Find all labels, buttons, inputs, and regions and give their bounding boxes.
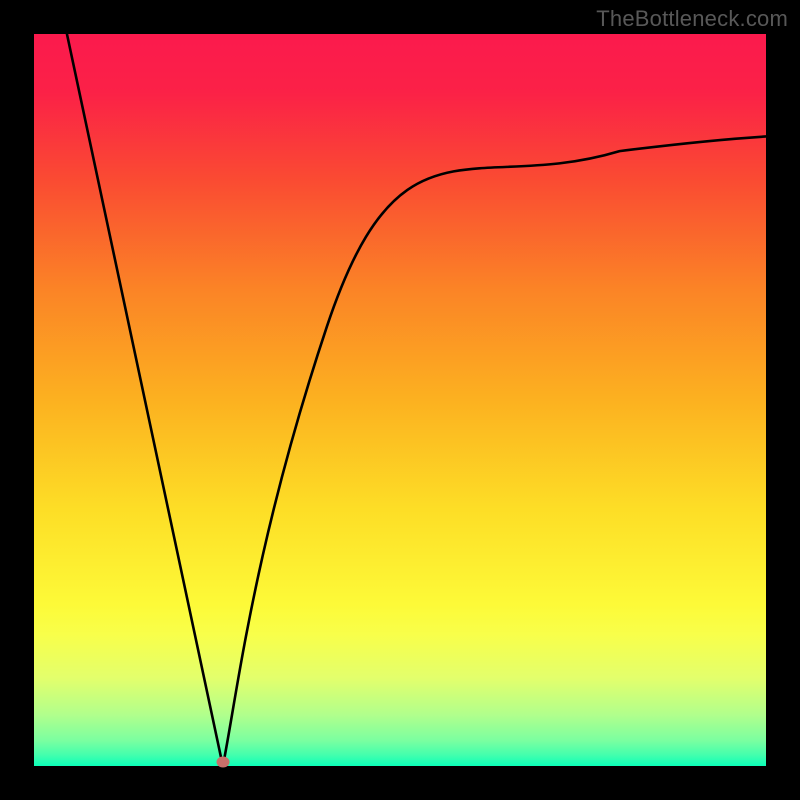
curve-svg: [34, 34, 766, 766]
bottleneck-curve: [67, 34, 766, 766]
minimum-marker: [216, 757, 229, 768]
watermark-text: TheBottleneck.com: [596, 6, 788, 32]
plot-area: [34, 34, 766, 766]
